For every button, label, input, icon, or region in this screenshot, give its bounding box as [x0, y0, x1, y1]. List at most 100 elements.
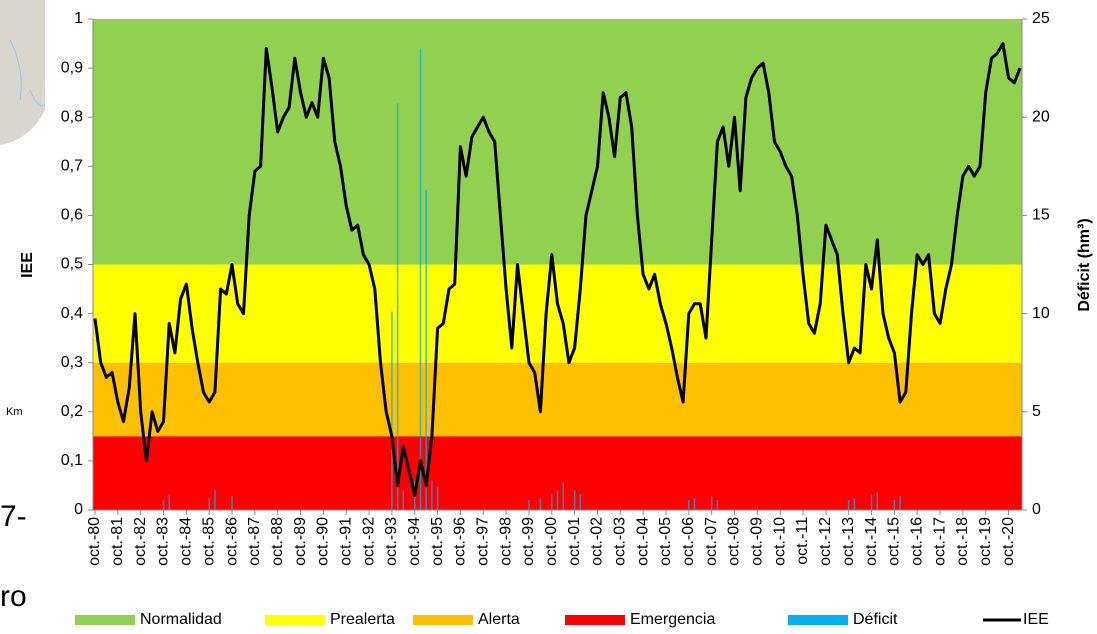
deficit-bar — [528, 500, 530, 510]
map-river — [9, 39, 46, 107]
legend-label: Normalidad — [140, 611, 222, 628]
deficit-bar — [231, 496, 233, 510]
y2-tick-label: 25 — [1032, 10, 1050, 27]
x-tick-label: oct.-13 — [840, 517, 857, 566]
y-tick-label: 0,8 — [61, 108, 83, 125]
deficit-bar — [899, 496, 901, 510]
deficit-bar — [573, 490, 576, 510]
x-tick-label: oct.-86 — [223, 517, 240, 566]
x-tick-label: oct.-10 — [771, 517, 788, 566]
x-tick-label: oct.-88 — [269, 517, 286, 566]
legend-swatch — [265, 615, 325, 625]
x-tick-label: oct.-18 — [954, 517, 971, 566]
iee-line — [93, 42, 1022, 497]
fragment: ro — [0, 580, 27, 613]
y-tick-label: 0 — [74, 501, 83, 518]
band — [93, 264, 1022, 363]
legend-swatch — [565, 615, 625, 625]
deficit-bar — [539, 498, 542, 510]
map-clip — [0, 0, 45, 145]
legend-swatch — [413, 615, 473, 625]
y-tick-label: 0,3 — [61, 354, 83, 371]
y-tick-label: 0,5 — [61, 256, 83, 273]
x-tick-label: oct.-19 — [977, 517, 994, 566]
legend-label: Déficit — [853, 611, 898, 628]
deficit-bar — [847, 500, 850, 510]
legend-label: Prealerta — [330, 611, 395, 628]
x-tick-label: oct.-87 — [246, 517, 263, 566]
deficit-bar — [688, 500, 690, 510]
x-tick-label: oct.-89 — [292, 517, 309, 566]
x-tick-label: oct.-97 — [474, 517, 491, 566]
y-tick-label: 0,9 — [61, 59, 83, 76]
y-tick-label: 0,4 — [61, 305, 83, 322]
deficit-bar — [162, 500, 165, 510]
deficit-bar — [419, 48, 422, 511]
x-tick-label: oct.-11 — [794, 517, 811, 565]
x-tick-label: oct.-95 — [429, 517, 446, 566]
x-tick-label: oct.-05 — [657, 517, 674, 566]
deficit-bar — [550, 494, 553, 510]
x-tick-label: oct.-14 — [863, 517, 880, 566]
y-tick-label: 0,2 — [61, 403, 83, 420]
band — [93, 19, 1022, 265]
deficit-bar — [853, 498, 856, 510]
x-tick-label: oct.-20 — [1000, 517, 1017, 566]
x-tick-label: oct.-03 — [612, 517, 629, 566]
x-tick-label: oct.-96 — [452, 517, 469, 566]
y-tick-label: 0,6 — [61, 207, 83, 224]
x-tick-label: oct.-04 — [634, 517, 651, 566]
x-tick-label: oct.-93 — [383, 517, 400, 566]
y-tick-label: 0,1 — [61, 452, 83, 469]
deficit-bar — [425, 189, 427, 511]
deficit-bar — [876, 492, 879, 510]
x-tick-label: oct.-92 — [360, 517, 377, 566]
x-tick-label: oct.-81 — [109, 517, 126, 566]
x-tick-label: oct.-08 — [726, 517, 743, 566]
deficit-bar — [431, 480, 433, 510]
deficit-bar — [214, 490, 216, 510]
deficit-bar — [693, 498, 696, 510]
deficit-bar — [870, 494, 873, 510]
x-tick-label: oct.-17 — [931, 517, 948, 566]
x-tick-label: oct.-85 — [200, 517, 217, 566]
x-tick-label: oct.-91 — [337, 517, 354, 566]
y-axis-label: IEE — [19, 252, 36, 278]
y2-tick-label: 0 — [1032, 501, 1041, 518]
deficit-bar — [556, 490, 559, 510]
x-tick-label: oct.-98 — [497, 517, 514, 566]
y2-tick-label: 10 — [1032, 305, 1050, 322]
x-tick-label: oct.-02 — [589, 517, 606, 566]
x-tick-label: oct.-99 — [520, 517, 537, 566]
x-tick-label: oct.-01 — [566, 517, 583, 566]
deficit-bar — [710, 496, 713, 510]
x-tick-label: oct.-06 — [680, 517, 697, 566]
x-tick-label: oct.-80 — [86, 517, 103, 566]
legend-label: Emergencia — [630, 611, 715, 628]
x-tick-label: oct.-90 — [315, 517, 332, 566]
y2-tick-label: 15 — [1032, 207, 1050, 224]
x-tick-label: oct.-16 — [908, 517, 925, 566]
y-tick-label: 1 — [74, 10, 83, 27]
x-tick-label: oct.-12 — [817, 517, 834, 566]
y2-tick-label: 20 — [1032, 108, 1050, 125]
y2-axis-label: Déficit (hm³) — [1076, 218, 1093, 311]
x-tick-label: oct.-15 — [886, 517, 903, 566]
deficit-bar — [893, 500, 896, 510]
x-tick-label: oct.-82 — [132, 517, 149, 566]
x-tick-label: oct.-00 — [543, 517, 560, 566]
x-tick-label: oct.-09 — [749, 517, 766, 566]
deficit-bar — [436, 486, 439, 510]
x-tick-label: oct.-83 — [155, 517, 172, 566]
deficit-bar — [579, 494, 582, 510]
legend-swatch — [75, 615, 135, 625]
deficit-bar — [168, 494, 171, 510]
legend-swatch — [788, 615, 848, 625]
y2-tick-label: 5 — [1032, 403, 1041, 420]
y-tick-label: 0,7 — [61, 158, 83, 175]
deficit-bar — [391, 311, 393, 510]
deficit-bar — [402, 490, 405, 510]
x-tick-label: oct.-84 — [178, 517, 195, 566]
x-tick-label: oct.-07 — [703, 517, 720, 566]
